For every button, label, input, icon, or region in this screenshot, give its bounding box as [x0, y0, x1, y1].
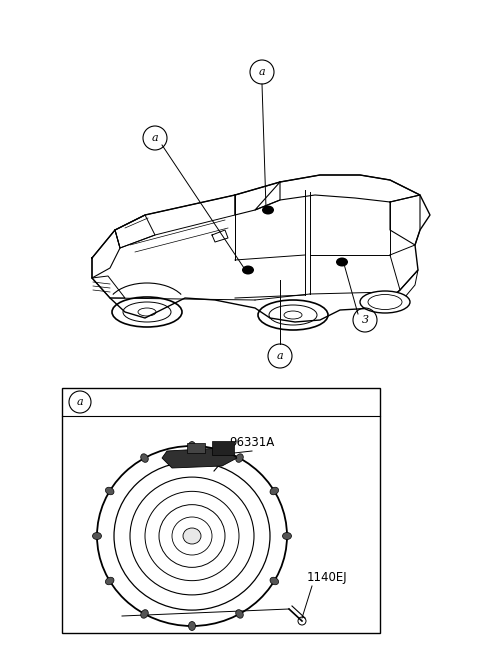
Bar: [187, 443, 205, 453]
Ellipse shape: [270, 487, 278, 495]
Bar: [62, 388, 380, 633]
Text: a: a: [77, 397, 84, 407]
Text: 1140EJ: 1140EJ: [307, 571, 348, 584]
Text: a: a: [152, 133, 158, 143]
Ellipse shape: [360, 291, 410, 313]
Ellipse shape: [183, 528, 201, 544]
Bar: [212, 441, 234, 455]
Text: a: a: [276, 351, 283, 361]
Ellipse shape: [189, 441, 195, 451]
Ellipse shape: [242, 266, 254, 274]
Ellipse shape: [236, 609, 243, 618]
Text: 3: 3: [361, 315, 369, 325]
Text: 96331A: 96331A: [229, 436, 275, 449]
Ellipse shape: [141, 454, 148, 462]
Ellipse shape: [93, 533, 101, 539]
Ellipse shape: [106, 487, 114, 495]
Ellipse shape: [236, 454, 243, 462]
Text: a: a: [259, 67, 265, 77]
Ellipse shape: [262, 205, 274, 215]
Ellipse shape: [106, 577, 114, 584]
Ellipse shape: [141, 609, 148, 618]
Ellipse shape: [189, 621, 195, 630]
Polygon shape: [162, 448, 237, 468]
Ellipse shape: [336, 258, 348, 266]
Ellipse shape: [270, 577, 278, 584]
Ellipse shape: [283, 533, 291, 539]
